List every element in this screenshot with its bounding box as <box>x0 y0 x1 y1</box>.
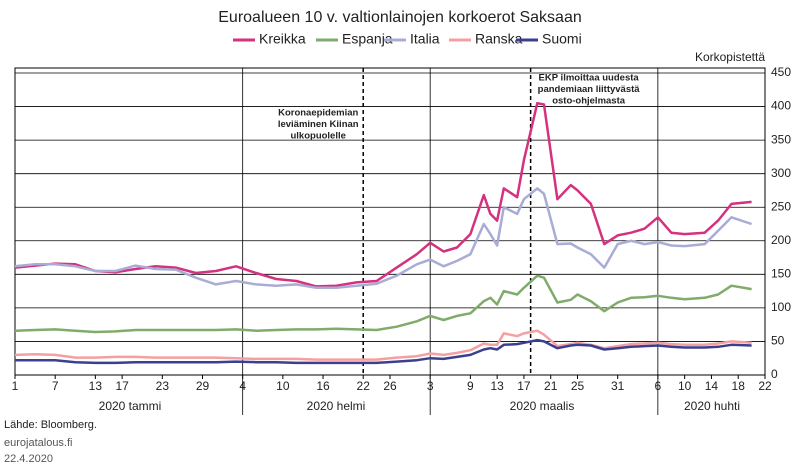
month-label: 2020 tammi <box>99 399 162 413</box>
y-tick-label: 300 <box>771 166 791 180</box>
legend-label: Espanja <box>342 31 393 47</box>
y-tick-label: 100 <box>771 300 791 314</box>
series-line <box>14 101 752 288</box>
date: 22.4.2020 <box>4 453 53 465</box>
y-tick-label: 450 <box>771 65 791 79</box>
x-tick-label: 22 <box>357 379 371 393</box>
annotation-text: pandemiaan liittyvästä <box>538 84 641 95</box>
y-tick-label: 150 <box>771 267 791 281</box>
x-tick-label: 25 <box>571 379 585 393</box>
x-tick-label: 29 <box>196 379 210 393</box>
x-tick-label: 10 <box>276 379 290 393</box>
source: Lähde: Bloomberg. <box>4 419 97 431</box>
x-tick-label: 16 <box>316 379 330 393</box>
y-tick-label: 250 <box>771 199 791 213</box>
x-tick-label: 26 <box>383 379 397 393</box>
month-label: 2020 helmi <box>307 399 366 413</box>
x-tick-label: 9 <box>467 379 474 393</box>
y-tick-label: 0 <box>771 367 778 381</box>
series-line <box>15 338 752 365</box>
x-tick-label: 7 <box>52 379 59 393</box>
x-tick-label: 13 <box>89 379 103 393</box>
x-tick-label: 14 <box>705 379 719 393</box>
x-tick-label: 10 <box>678 379 692 393</box>
y-tick-label: 400 <box>771 99 791 113</box>
legend-label: Kreikka <box>259 31 306 47</box>
legend-label: Suomi <box>542 31 582 47</box>
annotation-text: EKP ilmoittaa uudesta <box>539 73 640 84</box>
x-tick-label: 21 <box>544 379 558 393</box>
chart-title: Euroalueen 10 v. valtionlainojen korkoer… <box>218 9 582 26</box>
x-tick-label: 22 <box>758 379 772 393</box>
legend-label: Ranska <box>475 31 523 47</box>
annotation-text: leviäminen Kiinan <box>278 119 359 130</box>
annotation-text: osto-ohjelmasta <box>552 96 626 107</box>
x-tick-label: 31 <box>611 379 625 393</box>
series-line <box>14 329 752 361</box>
annotation-text: ulkopuolelle <box>290 131 345 142</box>
month-label: 2020 huhti <box>684 399 740 413</box>
series-line <box>14 187 752 290</box>
y-tick-label: 50 <box>771 334 785 348</box>
x-tick-label: 18 <box>732 379 746 393</box>
series-line <box>14 274 752 334</box>
y-tick-label: 200 <box>771 233 791 247</box>
x-tick-label: 17 <box>517 379 531 393</box>
y-tick-label: 350 <box>771 132 791 146</box>
y-axis-label: Korkopistettä <box>695 50 765 64</box>
x-tick-label: 1 <box>12 379 19 393</box>
x-tick-label: 17 <box>115 379 129 393</box>
month-label: 2020 maalis <box>510 399 575 413</box>
annotation-text: Koronaepidemian <box>278 108 358 119</box>
legend-label: Italia <box>410 31 440 47</box>
x-tick-label: 23 <box>156 379 170 393</box>
x-tick-label: 13 <box>490 379 504 393</box>
site: eurojatalous.fi <box>4 437 73 449</box>
